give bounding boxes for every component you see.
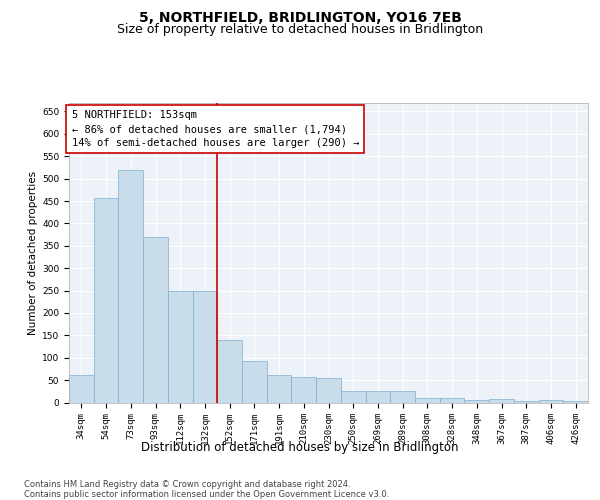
Bar	[440, 398, 464, 402]
Bar	[489, 399, 514, 402]
Bar	[341, 391, 365, 402]
Bar	[267, 374, 292, 402]
Bar	[514, 401, 539, 402]
Bar	[193, 292, 217, 403]
Text: 5, NORTHFIELD, BRIDLINGTON, YO16 7EB: 5, NORTHFIELD, BRIDLINGTON, YO16 7EB	[139, 11, 461, 25]
Bar	[365, 391, 390, 402]
Bar	[94, 198, 118, 402]
Bar	[292, 376, 316, 402]
Bar	[316, 378, 341, 402]
Bar	[69, 374, 94, 402]
Bar	[415, 398, 440, 402]
Y-axis label: Number of detached properties: Number of detached properties	[28, 170, 38, 334]
Bar	[563, 401, 588, 402]
Bar	[217, 340, 242, 402]
Bar	[242, 361, 267, 403]
Text: Distribution of detached houses by size in Bridlington: Distribution of detached houses by size …	[141, 441, 459, 454]
Bar	[143, 237, 168, 402]
Bar	[168, 292, 193, 403]
Text: Size of property relative to detached houses in Bridlington: Size of property relative to detached ho…	[117, 24, 483, 36]
Text: Contains HM Land Registry data © Crown copyright and database right 2024.
Contai: Contains HM Land Registry data © Crown c…	[24, 480, 389, 499]
Bar	[539, 400, 563, 402]
Text: 5 NORTHFIELD: 153sqm
← 86% of detached houses are smaller (1,794)
14% of semi-de: 5 NORTHFIELD: 153sqm ← 86% of detached h…	[71, 110, 359, 148]
Bar	[118, 170, 143, 402]
Bar	[464, 400, 489, 402]
Bar	[390, 391, 415, 402]
